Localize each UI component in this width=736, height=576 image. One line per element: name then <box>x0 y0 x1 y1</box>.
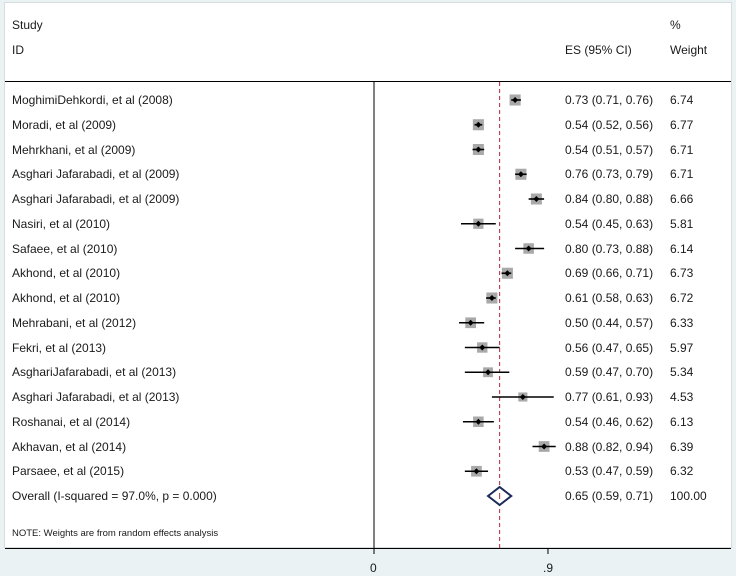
overall-label: Overall (I-squared = 97.0%, p = 0.000) <box>12 489 217 503</box>
study-effect-size: 0.54 (0.46, 0.62) <box>565 414 654 429</box>
point-estimate <box>479 344 486 351</box>
study-effect-size: 0.56 (0.47, 0.65) <box>565 340 654 355</box>
study-label: Mehrkhani, et al (2009) <box>12 142 136 157</box>
study-effect-size: 0.53 (0.47, 0.59) <box>565 464 654 479</box>
x-tick-label: 0 <box>370 561 377 575</box>
study-effect-size: 0.73 (0.71, 0.76) <box>565 93 654 107</box>
study-weight: 6.73 <box>670 266 694 281</box>
study-weight: 5.81 <box>670 216 694 231</box>
x-tick-label: .9 <box>543 561 554 575</box>
point-estimate <box>488 295 495 301</box>
study-weight: 6.77 <box>670 117 694 132</box>
study-effect-size: 0.88 (0.82, 0.94) <box>565 439 654 454</box>
study-effect-size: 0.54 (0.52, 0.56) <box>565 117 654 132</box>
study-weight: 6.14 <box>670 241 694 256</box>
point-estimate <box>475 146 482 153</box>
study-label: Asghari Jafarabadi, et al (2013) <box>12 390 180 404</box>
overall-weight: 100.00 <box>670 489 707 503</box>
header-study: Study <box>12 18 43 32</box>
header-id: ID <box>12 43 24 57</box>
study-label: Parsaee, et al (2015) <box>12 464 125 479</box>
study-effect-size: 0.54 (0.45, 0.63) <box>565 216 654 231</box>
point-estimate <box>519 394 526 400</box>
study-weight: 6.13 <box>670 414 694 429</box>
header-percent: % <box>670 18 681 32</box>
study-label: Asghari Jafarabadi, et al (2009) <box>12 192 180 206</box>
study-weight: 6.66 <box>670 192 694 206</box>
study-label: MoghimiDehkordi, et al (2008) <box>12 93 173 107</box>
study-effect-size: 0.80 (0.73, 0.88) <box>565 241 654 256</box>
point-estimate <box>485 369 492 376</box>
overall-effect-size: 0.65 (0.59, 0.71) <box>565 489 654 503</box>
study-effect-size: 0.50 (0.44, 0.57) <box>565 315 654 330</box>
point-estimate <box>475 418 482 425</box>
study-label: Mehrabani, et al (2012) <box>12 315 137 330</box>
study-effect-size: 0.84 (0.80, 0.88) <box>565 192 654 206</box>
study-effect-size: 0.76 (0.73, 0.79) <box>565 167 654 182</box>
header-weight: Weight <box>670 43 708 57</box>
point-estimate <box>517 171 524 178</box>
study-label: Akhond, et al (2010) <box>12 291 121 305</box>
study-label: Nasiri, et al (2010) <box>12 216 111 231</box>
study-effect-size: 0.54 (0.51, 0.57) <box>565 142 654 157</box>
point-estimate <box>541 443 548 450</box>
point-estimate <box>525 245 532 252</box>
study-label: Safaee, et al (2010) <box>12 241 118 256</box>
study-label: Akhond, et al (2010) <box>12 266 121 281</box>
study-effect-size: 0.59 (0.47, 0.70) <box>565 365 654 380</box>
study-label: Fekri, et al (2013) <box>12 340 107 355</box>
study-label: Roshanai, et al (2014) <box>12 414 131 429</box>
point-estimate <box>512 97 519 103</box>
study-effect-size: 0.61 (0.58, 0.63) <box>565 291 654 305</box>
study-label: AsghariJafarabadi, et al (2013) <box>12 365 177 380</box>
study-label: Asghari Jafarabadi, et al (2009) <box>12 167 180 182</box>
plot-panel <box>4 2 732 548</box>
point-estimate <box>467 319 474 326</box>
point-estimate <box>504 270 511 277</box>
study-weight: 6.74 <box>670 93 694 107</box>
study-effect-size: 0.77 (0.61, 0.93) <box>565 390 654 404</box>
study-weight: 6.33 <box>670 315 694 330</box>
point-estimate <box>475 220 482 227</box>
study-weight: 4.53 <box>670 390 694 404</box>
study-weight: 6.39 <box>670 439 694 454</box>
study-effect-size: 0.69 (0.66, 0.71) <box>565 266 654 281</box>
study-weight: 5.34 <box>670 365 694 380</box>
study-label: Moradi, et al (2009) <box>12 117 117 132</box>
study-weight: 6.71 <box>670 167 694 182</box>
weights-note: NOTE: Weights are from random effects an… <box>12 528 219 539</box>
study-weight: 6.72 <box>670 291 694 305</box>
study-label: Akhavan, et al (2014) <box>12 439 127 454</box>
header-es: ES (95% CI) <box>565 43 632 57</box>
study-weight: 6.32 <box>670 464 694 479</box>
study-weight: 5.97 <box>670 340 694 355</box>
study-weight: 6.71 <box>670 142 694 157</box>
point-estimate <box>473 468 480 475</box>
point-estimate <box>533 196 540 202</box>
point-estimate <box>475 121 482 128</box>
